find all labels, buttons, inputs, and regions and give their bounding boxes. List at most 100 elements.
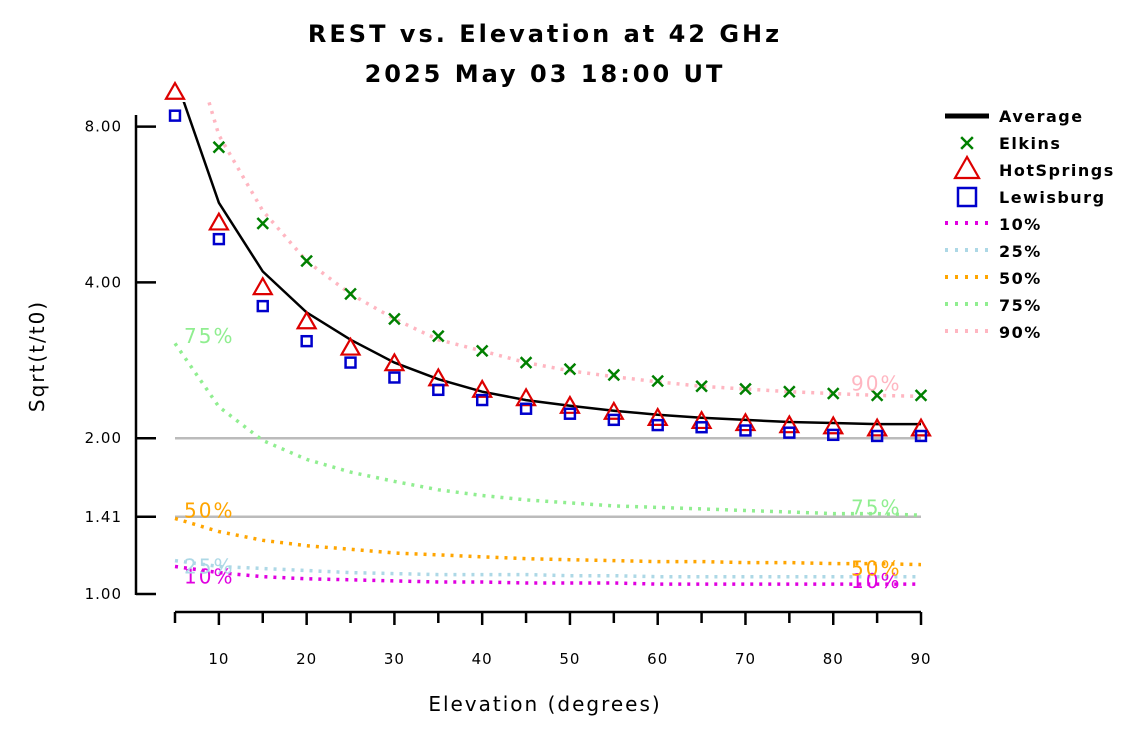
x-tick-label: 30 bbox=[384, 650, 405, 668]
legend-label: Lewisburg bbox=[999, 188, 1106, 207]
series-lewisburg-point-shape bbox=[212, 232, 226, 246]
x-axis-label: Elevation (degrees) bbox=[428, 692, 661, 716]
x-tick-label: 40 bbox=[472, 650, 493, 668]
series-lewisburg-point bbox=[168, 109, 182, 122]
x-tick-label: 60 bbox=[647, 650, 668, 668]
series-hotsprings-point-shape bbox=[822, 415, 845, 435]
x-tick-label: 90 bbox=[910, 650, 931, 668]
y-tick-label: 2.00 bbox=[85, 429, 122, 447]
series-elkins-point bbox=[344, 287, 357, 301]
y-tick-label: 1.00 bbox=[85, 585, 122, 603]
series-hotsprings-point bbox=[778, 414, 801, 434]
legend-item-25pct: 25% bbox=[945, 242, 1042, 261]
series-hotsprings-point bbox=[207, 211, 230, 231]
series-hotsprings-point-shape bbox=[778, 414, 801, 434]
series-50pct-line bbox=[174, 516, 922, 567]
series-hotsprings-point bbox=[602, 400, 625, 420]
series-lewisburg-point bbox=[783, 426, 796, 439]
y-tick-label: 4.00 bbox=[85, 273, 122, 291]
series-lewisburg-point bbox=[344, 356, 357, 369]
legend: Average Elkins HotSprings Lewisburg 10% 25% 50… bbox=[945, 107, 1113, 342]
legend-marker-stroke bbox=[960, 136, 974, 150]
series-elkins-point bbox=[695, 379, 708, 393]
y-tick-label: 8.00 bbox=[85, 118, 122, 136]
series-lewisburg-point-shape bbox=[519, 402, 533, 415]
series-lewisburg-point bbox=[914, 429, 928, 443]
series-10pct-line bbox=[174, 564, 921, 586]
x-tick-label: 70 bbox=[735, 650, 756, 668]
series-elkins-point bbox=[475, 344, 489, 358]
legend-label: 25% bbox=[999, 242, 1042, 261]
series-elkins-point-stroke bbox=[870, 389, 884, 402]
series-lewisburg-point bbox=[432, 383, 445, 397]
chart-subtitle: 2025 May 03 18:00 UT bbox=[365, 60, 726, 88]
series-elkins-point-stroke bbox=[212, 140, 226, 154]
series-hotsprings-point-shape bbox=[515, 387, 537, 407]
series-hotsprings-point-shape bbox=[602, 400, 625, 420]
series-hotsprings-point bbox=[515, 387, 537, 407]
series-lewisburg-point-shape bbox=[651, 418, 664, 432]
series-elkins-point-stroke bbox=[695, 379, 708, 393]
series-elkins-point bbox=[914, 389, 928, 402]
series-hotsprings-point bbox=[646, 406, 669, 426]
series-lewisburg-point bbox=[388, 371, 401, 384]
series-hotsprings-point-shape bbox=[734, 412, 757, 432]
series-elkins-point bbox=[739, 382, 752, 396]
series-elkins-point bbox=[651, 374, 664, 388]
legend-label: 75% bbox=[999, 296, 1042, 315]
series-elkins-point-stroke bbox=[519, 356, 533, 369]
series-lewisburg-point bbox=[300, 334, 313, 348]
series-elkins-point-stroke bbox=[475, 344, 489, 358]
series-lewisburg-point bbox=[695, 421, 708, 434]
series-lewisburg-point bbox=[827, 428, 840, 442]
series-hotsprings-point bbox=[164, 80, 186, 100]
series-elkins-point-stroke bbox=[300, 254, 313, 268]
series-lewisburg-point-shape bbox=[344, 356, 357, 369]
series-lewisburg-point bbox=[256, 299, 269, 313]
series-75pct-line bbox=[173, 342, 922, 517]
series-elkins-point-stroke bbox=[388, 312, 401, 326]
series-75pct-label-right: 75% bbox=[851, 495, 901, 519]
series-elkins-point-stroke bbox=[826, 387, 840, 400]
series-hotsprings-point-shape bbox=[690, 409, 713, 430]
series-elkins-point-stroke bbox=[432, 329, 445, 343]
series-10pct-label-left: 10% bbox=[184, 565, 234, 589]
series-hotsprings-point-shape bbox=[646, 406, 669, 426]
series-lewisburg-point bbox=[475, 393, 489, 407]
series-hotsprings-point-shape bbox=[866, 417, 889, 437]
series-lewisburg-point-shape bbox=[300, 334, 313, 348]
series-elkins-point-stroke bbox=[563, 362, 577, 376]
series-lewisburg-point-shape bbox=[563, 407, 577, 420]
series-elkins-point bbox=[432, 329, 445, 343]
series-elkins-point bbox=[212, 140, 226, 154]
series-25pct-line bbox=[174, 558, 921, 579]
y-axis-label: Sqrt(t/t0) bbox=[25, 300, 49, 412]
series-elkins-point bbox=[607, 368, 621, 382]
series-hotsprings-point-shape bbox=[207, 211, 230, 231]
series-elkins-point bbox=[826, 387, 840, 400]
series-elkins-point-stroke bbox=[914, 389, 928, 402]
series-lewisburg-point-shape bbox=[914, 429, 928, 443]
series-hotsprings-point bbox=[383, 352, 406, 372]
series-lewisburg-point-shape bbox=[256, 299, 269, 313]
series-lewisburg-point-shape bbox=[695, 421, 708, 434]
series-lewisburg-point bbox=[739, 424, 752, 437]
series-lewisburg-point-shape bbox=[870, 429, 884, 443]
series-hotsprings-point bbox=[559, 394, 581, 414]
series-lewisburg-point-shape bbox=[168, 109, 182, 122]
legend-label: 10% bbox=[999, 215, 1042, 234]
series-elkins-point bbox=[388, 312, 401, 326]
series-elkins-point-stroke bbox=[607, 368, 621, 382]
legend-item-lewisburg: Lewisburg bbox=[956, 186, 1106, 208]
series-hotsprings-point bbox=[910, 417, 932, 437]
series-average-line bbox=[182, 102, 921, 426]
legend-item-75pct: 75% bbox=[945, 296, 1042, 315]
series-10pct-label-right: 10% bbox=[851, 569, 901, 593]
legend-item-elkins: Elkins bbox=[960, 134, 1060, 153]
series-lewisburg-point bbox=[651, 418, 664, 432]
series-hotsprings-point-shape bbox=[339, 336, 362, 356]
series-hotsprings-point-shape bbox=[383, 352, 406, 372]
series-25pct-label-left: 25% bbox=[184, 555, 234, 579]
series-elkins-point-stroke bbox=[739, 382, 752, 396]
